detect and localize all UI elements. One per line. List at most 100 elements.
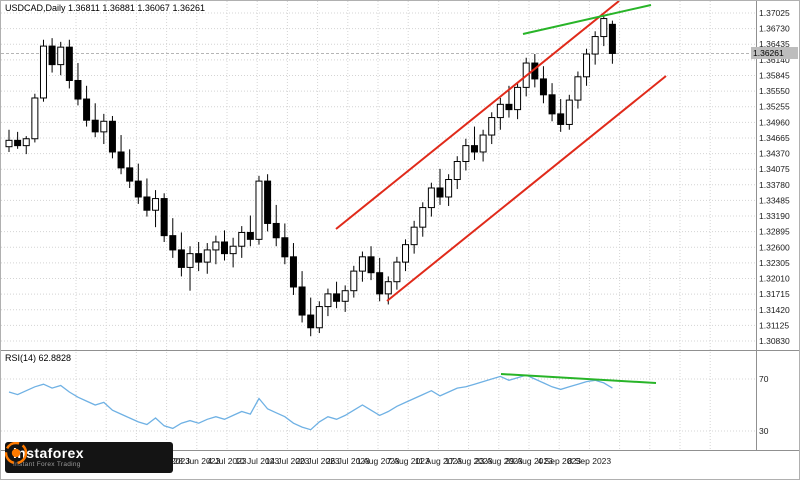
price-axis-label: 1.35845 [759,70,790,80]
candle-body [169,235,177,251]
candle-body [393,261,401,283]
price-axis-label: 1.32600 [759,242,790,252]
candle-body [229,245,237,255]
candle-body [74,80,82,100]
candle-body [548,94,556,115]
candle-body [48,45,56,66]
candle-body [281,237,289,258]
time-axis-label: 17 Aug 2023 [445,456,493,466]
candle-body [479,134,487,153]
rsi-level-label: 70 [759,374,769,384]
candle-body [221,241,228,255]
price-axis-label: 1.31715 [759,289,790,299]
price-axis-label: 1.32895 [759,227,790,237]
price-axis-label: 1.33190 [759,211,790,221]
logo-brand-name: instaforex [13,445,84,462]
candle-body [246,231,254,240]
price-axis-label: 1.33780 [759,180,790,190]
price-axis-label: 1.33485 [759,195,790,205]
candle-body [255,180,263,240]
candle-body [470,145,478,153]
instaforex-icon [5,442,27,464]
time-axis-label: 11 Aug 2023 [415,456,462,466]
candle-body [160,198,168,237]
candle-body [324,293,332,308]
candle-body [419,207,427,228]
candle-body [143,196,151,211]
price-axis-label: 1.37025 [759,8,790,18]
candle-body [22,138,30,147]
candle-body [574,76,582,101]
candle-body [272,222,280,239]
price-axis-label: 1.32305 [759,258,790,268]
current-price-tag: 1.36261 [751,47,798,60]
candle-body [134,180,142,198]
candle-body [445,179,453,198]
candle-body [177,249,185,268]
time-axis-label: 4 Sep 2023 [537,456,581,466]
rsi-indicator-readout: RSI(14) 62.8828 [5,353,72,363]
candle-body [453,161,461,181]
candle-body [5,139,13,148]
price-axis-label: 1.35550 [759,86,790,96]
candle-body [108,120,116,153]
candle-body [315,306,323,329]
candle-body [100,120,108,133]
candle-body [126,167,134,182]
price-axis-label: 1.30830 [759,336,790,346]
candle-body [591,36,599,55]
candle-body [333,293,341,302]
candle-body [31,97,39,140]
price-axis-label: 1.32010 [759,274,790,284]
time-axis-label: 14 Jul 2023 [265,456,309,466]
candle-body [565,99,573,125]
price-axis-label: 1.35255 [759,102,790,112]
candle-body [65,46,73,82]
candle-body [57,46,65,66]
candle-body [298,286,306,316]
candle-body [557,113,565,125]
candle-body [350,270,358,292]
candle-body [539,78,547,96]
price-axis-label: 1.34370 [759,149,790,159]
candle-body [600,18,608,38]
price-axis-label: 1.36435 [759,39,790,49]
candle-layer [5,15,616,337]
rsi-line [8,374,613,431]
candle-body [212,241,220,251]
time-axis-label: 1 Aug 2023 [356,456,399,466]
time-axis-label: 4 Jul 2023 [207,456,246,466]
candle-body [195,253,203,263]
time-axis-label: 23 Aug 2023 [475,456,523,466]
time-axis-label: 20 Jul 2023 [296,456,340,466]
price-axis-label: 1.36140 [759,55,790,65]
candle-body [376,272,384,295]
candle-body [289,256,297,288]
candle-body [384,281,392,295]
candle-body [410,226,418,246]
time-axis-label: 10 Jul 2023 [235,456,279,466]
time-axis-label: 26 Jul 2023 [326,456,370,466]
time-axis-label: 28 Jun 2023 [173,456,220,466]
instaforex-logo[interactable]: instaforex Instant Forex Trading [5,442,173,473]
rsi-level-label: 30 [759,426,769,436]
candle-body [39,45,47,99]
candle-body [436,187,444,198]
price-axis-label: 1.34665 [759,133,790,143]
time-axis-label: 8 Sep 2023 [568,456,612,466]
price-axis-label: 1.36730 [759,24,790,34]
red-channel-lower [386,75,667,302]
candle-body [514,86,522,111]
price-axis-label: 1.31125 [759,320,789,330]
candle-body [117,151,125,169]
candle-body [462,145,470,163]
red-channel-upper [335,1,620,230]
candle-body [203,249,211,263]
trendline-layer[interactable] [335,1,667,302]
rsi-panel [1,373,756,432]
candle-body [427,187,435,209]
logo-tagline: Instant Forex Trading [13,461,81,469]
candle-body [307,314,315,329]
